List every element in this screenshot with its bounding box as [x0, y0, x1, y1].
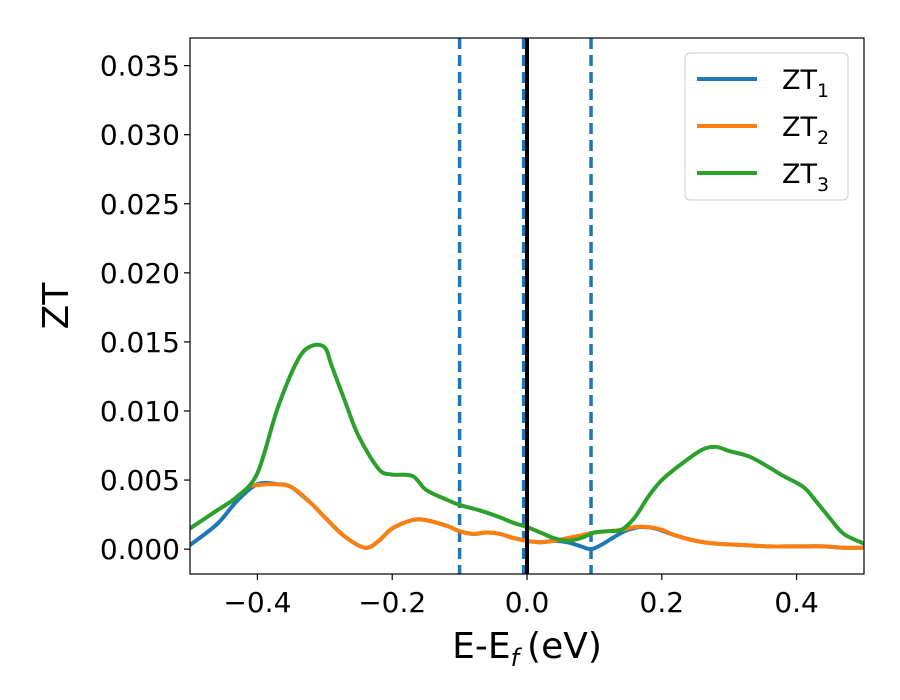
y-tick-label: 0.030: [100, 119, 180, 152]
x-axis-label-unit: (eV): [527, 626, 602, 667]
legend-label-zt1: ZT1: [782, 65, 829, 102]
series-line-zt3: [190, 342, 864, 546]
y-tick-label: 0.035: [100, 50, 180, 83]
y-axis: 0.000 0.005 0.010 0.015 0.020 0.025 0.030 0.035: [100, 50, 190, 566]
y-tick-label: 0.000: [100, 533, 180, 566]
x-tick-label: −0.4: [223, 586, 291, 619]
x-axis-label: E-Ef (eV): [452, 626, 602, 672]
x-axis: −0.4 −0.2 0.0 0.2 0.4: [223, 574, 819, 619]
x-tick-label: 0.4: [774, 586, 819, 619]
legend: ZT1 ZT2 ZT3: [684, 52, 849, 201]
x-tick-label: −0.2: [358, 586, 426, 619]
x-tick-label: 0.0: [505, 586, 550, 619]
legend-box: [684, 52, 849, 201]
y-tick-label: 0.025: [100, 188, 180, 221]
series-line-zt2: [248, 482, 864, 550]
x-axis-label-main: E-E: [452, 626, 510, 667]
y-tick-label: 0.005: [100, 464, 180, 497]
series-group: [190, 38, 864, 574]
y-tick-label: 0.010: [100, 395, 180, 428]
y-tick-label: 0.015: [100, 326, 180, 359]
y-axis-label: ZT: [36, 282, 77, 330]
legend-label-zt2: ZT2: [782, 112, 829, 149]
x-tick-label: 0.2: [640, 586, 685, 619]
x-axis-label-subscript: f: [511, 644, 523, 672]
legend-label-zt3: ZT3: [782, 159, 829, 196]
y-tick-label: 0.020: [100, 257, 180, 290]
